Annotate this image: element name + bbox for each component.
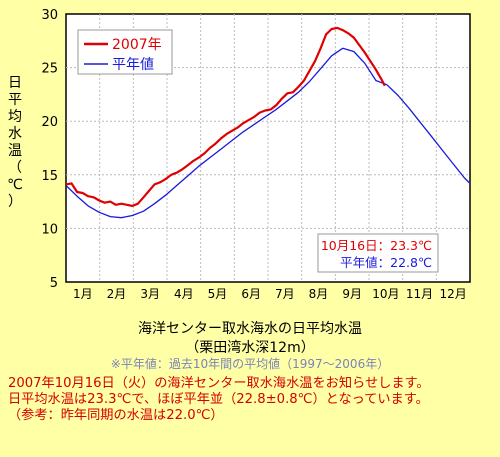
notice-line-3: （参考：昨年同期の水温は22.0℃） (8, 408, 224, 423)
y-axis-label-char: 日 (8, 75, 22, 91)
legend-label-2007: 2007年 (112, 37, 162, 53)
x-tick-label: 9月 (342, 287, 362, 301)
series-line-normal (65, 47, 471, 219)
value-annotation: 10月16日：23.3℃ 平年値：22.8℃ (317, 233, 439, 273)
notice-line-2: 日平均水温は23.3℃で、ほぼ平年並（22.8±0.8℃）となっています。 (8, 392, 429, 407)
x-tick-label: 10月 (372, 287, 399, 301)
x-tick-label: 7月 (275, 287, 295, 301)
y-axis-label-char: （ (8, 160, 22, 176)
y-axis-label-char: 均 (8, 109, 22, 125)
y-tick-label: 15 (41, 169, 58, 184)
y-tick-label: 10 (41, 222, 58, 237)
x-tick-label: 6月 (241, 287, 261, 301)
legend: 2007年 平年値 (77, 29, 173, 75)
x-tick-label: 5月 (208, 287, 228, 301)
annotation-normal-value: 平年値：22.8℃ (340, 255, 432, 270)
y-axis-label-char: 水 (8, 126, 22, 142)
annotation-date-value: 10月16日：23.3℃ (321, 238, 432, 253)
x-tick-label: 3月 (140, 287, 160, 301)
chart-title: 海洋センター取水海水の日平均水温 (138, 321, 362, 337)
notice-line-1: 2007年10月16日（火）の海洋センター取水海水温をお知らせします。 (8, 376, 430, 391)
x-tick-label: 8月 (309, 287, 329, 301)
x-tick-label: 12月 (440, 287, 467, 301)
y-axis-label-char: ） (8, 194, 22, 210)
x-axis-ticks: 1月 2月 3月 4月 5月 6月 7月 8月 9月 10月 11月 12月 (73, 287, 467, 301)
notice-text: 2007年10月16日（火）の海洋センター取水海水温をお知らせします。 日平均水… (8, 376, 498, 424)
y-axis-label-char: 温 (8, 143, 22, 159)
x-tick-label: 11月 (406, 287, 433, 301)
x-tick-label: 1月 (73, 287, 93, 301)
y-tick-label: 20 (41, 115, 58, 130)
chart-subtitle: （栗田湾水深12m） (185, 340, 315, 356)
legend-label-normal: 平年値 (112, 57, 154, 73)
series-line-2007 (65, 26, 386, 207)
y-axis-label: 日平均水温（℃） (7, 75, 23, 211)
x-tick-label: 4月 (174, 287, 194, 301)
y-tick-label: 5 (50, 276, 58, 291)
y-axis-label-char: 平 (8, 92, 22, 108)
x-tick-label: 2月 (107, 287, 127, 301)
y-axis-label-char: ℃ (7, 177, 23, 193)
series-lines (65, 26, 471, 219)
y-axis-ticks: 5 10 15 20 25 30 (41, 8, 58, 291)
y-tick-label: 30 (41, 8, 58, 23)
y-tick-label: 25 (41, 62, 58, 77)
normal-value-note: ※平年値：過去10年間の平均値（1997～2006年） (110, 357, 390, 371)
